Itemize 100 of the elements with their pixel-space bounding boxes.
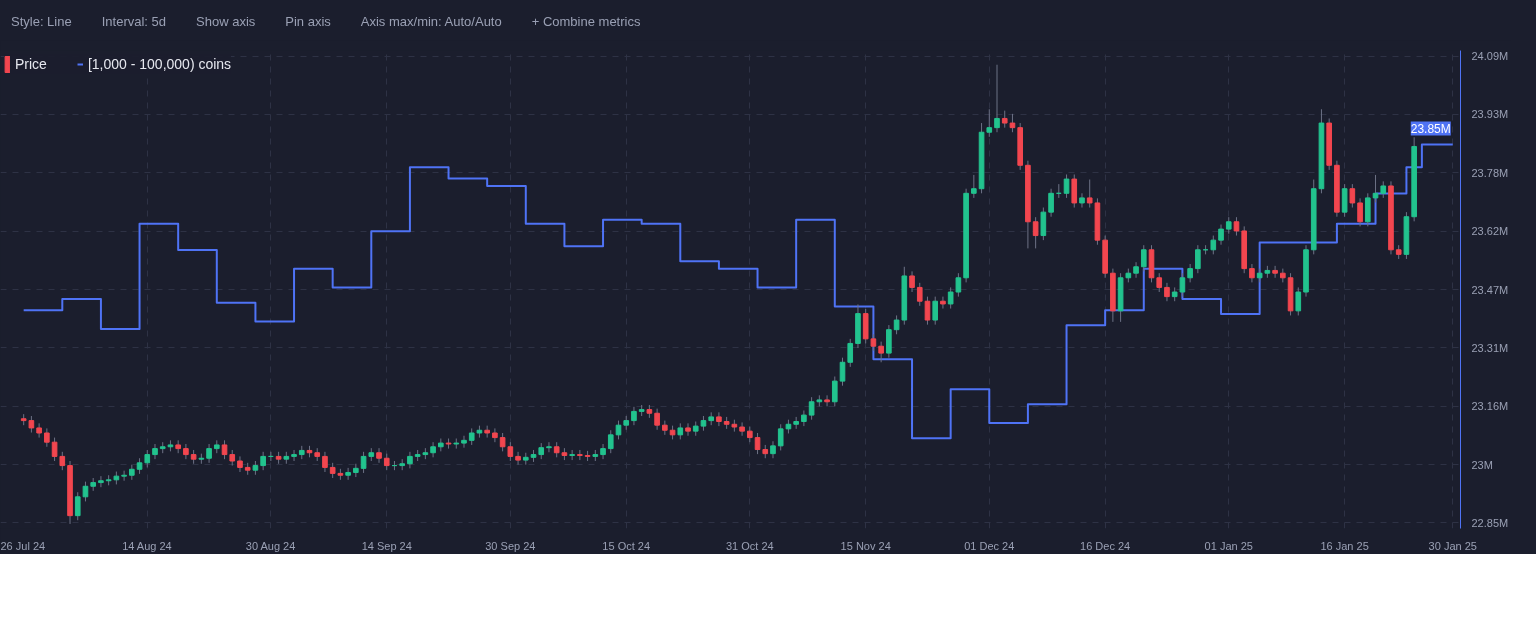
candlestick bbox=[546, 441, 552, 453]
candlestick bbox=[1164, 282, 1170, 302]
candlestick bbox=[909, 270, 915, 293]
candlestick bbox=[1079, 192, 1085, 209]
candlestick bbox=[569, 449, 575, 461]
candlestick bbox=[893, 314, 900, 335]
candlestick bbox=[955, 272, 962, 298]
text: + Combine metrics bbox=[531, 14, 641, 29]
candlestick bbox=[1295, 286, 1302, 316]
legend-label: [1,000 - 100,000) coins bbox=[87, 56, 232, 72]
candlestick bbox=[221, 439, 228, 460]
candlestick bbox=[51, 437, 58, 462]
candlestick bbox=[1063, 173, 1070, 199]
y2-tick-label: 23M bbox=[1471, 458, 1493, 471]
text: Axis max/min: Auto/Auto bbox=[360, 14, 502, 29]
candlestick bbox=[824, 394, 830, 407]
candlestick bbox=[924, 296, 931, 326]
x-tick-label: 30 Jan 25 bbox=[1428, 539, 1477, 552]
candlestick bbox=[1086, 179, 1093, 209]
y2-tick-label: 23.47M bbox=[1471, 283, 1509, 296]
x-tick-label: 14 Sep 24 bbox=[361, 539, 412, 552]
candlestick bbox=[507, 441, 514, 462]
candlestick bbox=[1032, 216, 1039, 249]
candlestick bbox=[492, 427, 498, 443]
x-tick-label: 16 Dec 24 bbox=[1080, 539, 1131, 552]
x-tick-label: 16 Jan 25 bbox=[1320, 539, 1369, 552]
candlestick bbox=[121, 470, 127, 482]
y2-tick-label: 23.16M bbox=[1471, 400, 1509, 413]
candlestick bbox=[1048, 188, 1054, 218]
candlestick bbox=[1218, 224, 1224, 246]
candlestick bbox=[407, 451, 413, 469]
y2-tick-label: 22.85M bbox=[1471, 516, 1509, 529]
candlestick bbox=[801, 409, 807, 427]
candlestick bbox=[631, 406, 637, 426]
legend-label: Price bbox=[15, 56, 47, 72]
x-tick-label: 15 Oct 24 bbox=[602, 539, 651, 552]
candlestick bbox=[831, 376, 838, 407]
candlestick bbox=[716, 411, 722, 427]
candlestick bbox=[206, 443, 212, 464]
candlestick bbox=[291, 449, 297, 462]
x-tick-label: 30 Aug 24 bbox=[245, 539, 296, 552]
candlestick bbox=[1133, 261, 1139, 279]
x-tick-label: 26 Jul 24 bbox=[0, 539, 46, 552]
candlestick bbox=[1357, 197, 1363, 227]
candlestick bbox=[237, 455, 243, 473]
x-tick-label: 01 Dec 24 bbox=[964, 539, 1015, 552]
candlestick bbox=[1210, 235, 1217, 255]
candlestick bbox=[461, 435, 467, 449]
candlestick bbox=[886, 324, 892, 359]
candlestick bbox=[376, 447, 382, 464]
y2-tick-label: 24.09M bbox=[1471, 50, 1509, 63]
candlestick bbox=[515, 451, 521, 466]
candlestick bbox=[152, 443, 158, 460]
candlestick bbox=[1071, 173, 1078, 209]
candlestick bbox=[940, 296, 946, 310]
candlestick bbox=[685, 422, 691, 437]
candlestick bbox=[932, 296, 939, 326]
text: Style: Line bbox=[11, 14, 72, 29]
candlestick bbox=[183, 443, 189, 460]
x-tick-label: 31 Oct 24 bbox=[725, 539, 774, 552]
candlestick bbox=[499, 432, 506, 452]
text: Show axis bbox=[196, 14, 256, 29]
candlestick bbox=[1179, 272, 1186, 298]
y2-tick-label: 23.31M bbox=[1471, 341, 1509, 354]
x-tick-label: 01 Jan 25 bbox=[1204, 539, 1253, 552]
candlestick bbox=[1372, 174, 1379, 203]
candlestick bbox=[36, 422, 42, 439]
candlestick bbox=[808, 396, 815, 421]
candlestick bbox=[1349, 183, 1356, 209]
candlestick bbox=[59, 451, 66, 471]
candlestick bbox=[847, 338, 854, 368]
candlestick bbox=[1156, 272, 1163, 293]
candlestick bbox=[770, 440, 776, 459]
candlestick bbox=[916, 282, 923, 307]
annotation: 23.85M bbox=[1410, 121, 1451, 136]
candlestick bbox=[1040, 207, 1047, 241]
candlestick bbox=[1009, 113, 1016, 133]
candlestick bbox=[878, 341, 884, 363]
y2-tick-label: 23.93M bbox=[1471, 108, 1509, 121]
candlestick bbox=[839, 357, 846, 387]
candlestick bbox=[777, 423, 784, 451]
x-tick-label: 15 Nov 24 bbox=[840, 539, 891, 552]
candlestick bbox=[1187, 263, 1193, 283]
candlestick bbox=[98, 475, 104, 488]
x-tick-label: 30 Sep 24 bbox=[485, 539, 536, 552]
candlestick bbox=[1364, 192, 1371, 227]
y2-tick-label: 23.62M bbox=[1471, 225, 1509, 238]
candlestick bbox=[1195, 244, 1201, 274]
candlestick bbox=[430, 441, 436, 458]
candlestick bbox=[1341, 183, 1348, 218]
candlestick bbox=[260, 451, 266, 471]
text: Pin axis bbox=[285, 14, 331, 29]
candlestick bbox=[600, 443, 606, 460]
x-tick-label: 14 Aug 24 bbox=[122, 539, 172, 552]
candlestick bbox=[654, 408, 660, 431]
candlestick bbox=[577, 449, 583, 461]
candlestick bbox=[739, 421, 745, 437]
candlestick bbox=[971, 174, 977, 199]
candlestick bbox=[44, 427, 50, 448]
candlestick bbox=[1140, 244, 1147, 272]
